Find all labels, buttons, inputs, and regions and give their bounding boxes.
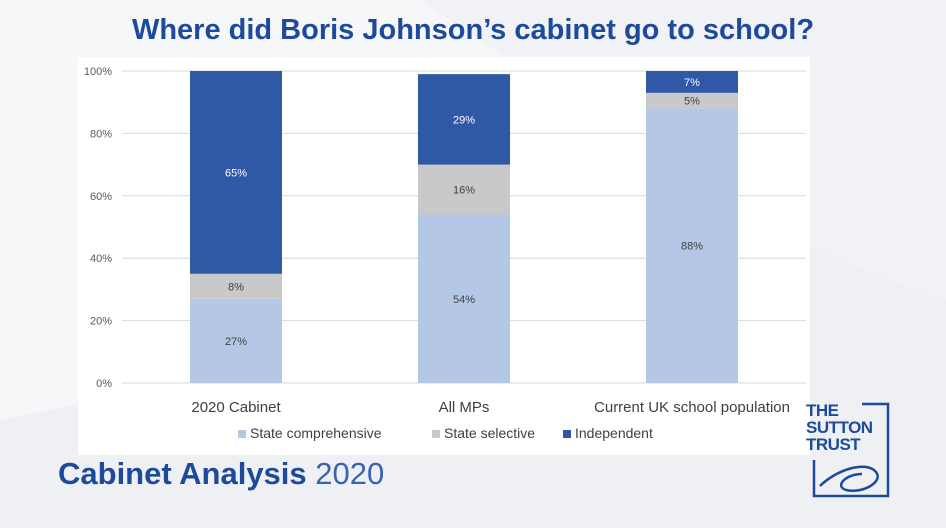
data-label-0-2: 65% xyxy=(225,167,247,179)
y-tick-label-0: 0% xyxy=(96,378,112,390)
logo-line-1: THE xyxy=(806,401,839,420)
data-label-1-1: 16% xyxy=(453,185,475,197)
bar-0-1 xyxy=(190,273,282,299)
x-category-label-2: Current UK school population xyxy=(594,399,790,416)
footer-title: Cabinet Analysis 2020 xyxy=(58,456,384,492)
legend-swatch-0 xyxy=(238,430,246,438)
legend-swatch-1 xyxy=(432,430,440,438)
data-label-0-0: 27% xyxy=(225,336,247,348)
data-label-0-1: 8% xyxy=(228,281,244,293)
logo-mark-icon xyxy=(812,402,890,498)
bar-1-2 xyxy=(418,74,510,165)
y-tick-label-80: 80% xyxy=(90,128,112,140)
y-tick-label-40: 40% xyxy=(90,253,112,265)
stacked-bar-chart: 0% 20% 40% 60% 80% 100% 27% 8% 65% 2020 Cabinet 54… xyxy=(84,66,806,441)
bar-2-2 xyxy=(646,71,738,93)
legend-swatch-2 xyxy=(563,430,571,438)
data-label-1-0: 54% xyxy=(453,294,475,306)
data-label-2-2: 7% xyxy=(684,77,700,89)
page-title: Where did Boris Johnson’s cabinet go to … xyxy=(131,14,815,46)
bar-0-0 xyxy=(190,298,282,383)
x-category-label-0: 2020 Cabinet xyxy=(191,399,281,416)
y-tick-label-20: 20% xyxy=(90,316,112,328)
legend-label-1: State selective xyxy=(444,425,535,441)
legend-label-0: State comprehensive xyxy=(250,425,382,441)
x-category-label-1: All MPs xyxy=(439,399,490,416)
bar-2-1 xyxy=(646,92,738,109)
footer-title-bold: Cabinet Analysis xyxy=(58,456,307,491)
y-tick-label-100: 100% xyxy=(84,66,112,78)
bar-2-0 xyxy=(646,108,738,383)
data-label-2-1: 5% xyxy=(684,96,700,108)
bar-0-2 xyxy=(190,71,282,274)
y-tick-label-60: 60% xyxy=(90,191,112,203)
footer-title-year: 2020 xyxy=(315,456,385,491)
bar-1-1 xyxy=(418,164,510,215)
legend-label-2: Independent xyxy=(575,425,653,441)
sutton-trust-logo: THE SUTTON TRUST xyxy=(806,400,890,500)
logo-line-3: TRUST xyxy=(806,435,861,454)
logo-line-2: SUTTON xyxy=(806,418,873,437)
data-label-1-2: 29% xyxy=(453,114,475,126)
logo-wordmark: THE SUTTON TRUST xyxy=(806,402,876,453)
bar-1-0 xyxy=(418,214,510,383)
data-label-2-0: 88% xyxy=(681,241,703,253)
chart-panel: 0% 20% 40% 60% 80% 100% 27% 8% 65% 2020 Cabinet 54… xyxy=(78,57,810,455)
